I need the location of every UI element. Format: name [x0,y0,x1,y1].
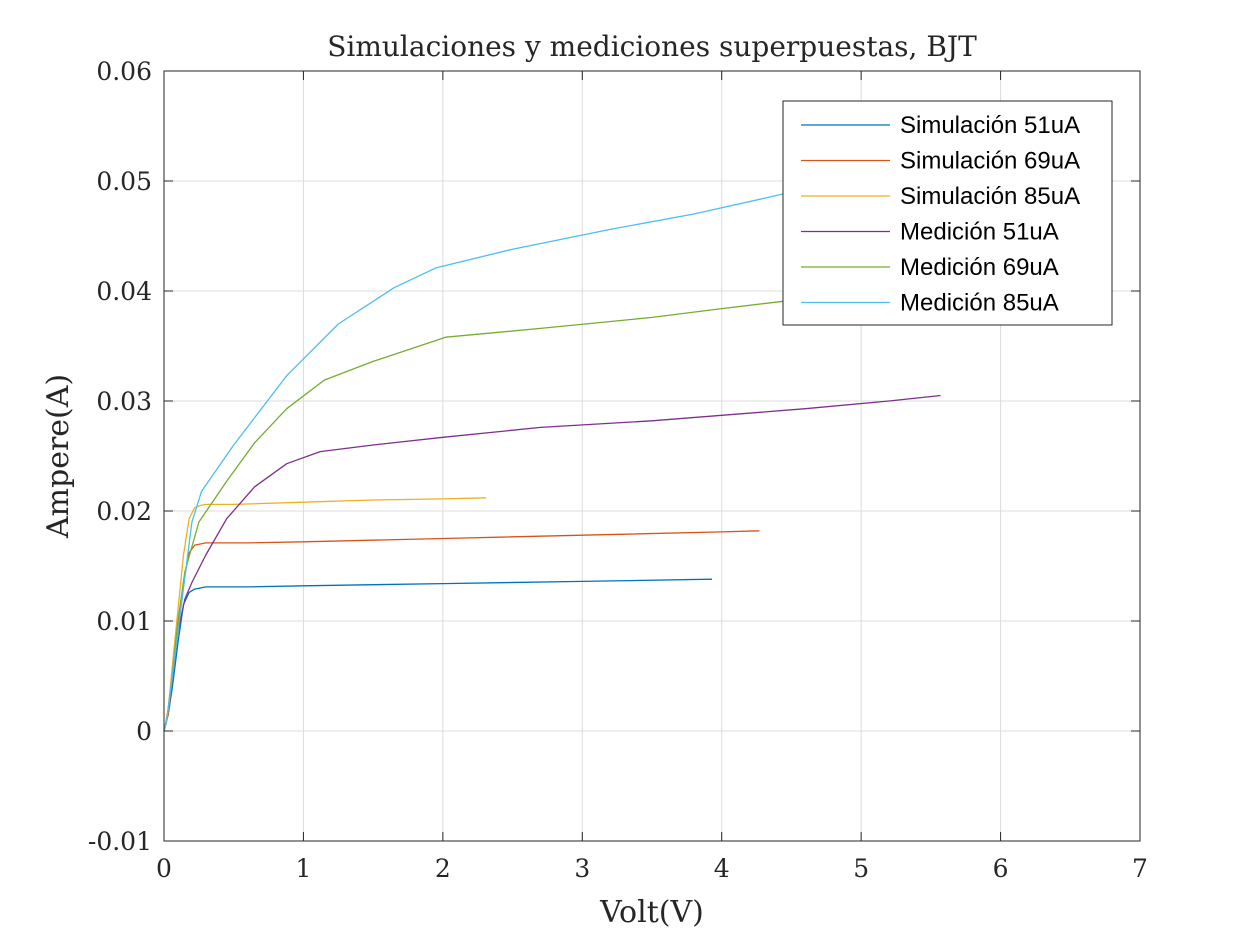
legend-label: Medición 85uA [900,290,1059,317]
x-tick-label: 7 [1132,854,1148,883]
x-tick-label: 3 [574,854,590,883]
y-tick-label: 0 [136,717,152,746]
x-tick-labels: 0 1 2 3 4 5 6 7 [156,854,1148,883]
legend-label: Medición 69uA [900,254,1059,281]
series-line-1 [163,578,713,732]
y-tick-label: 0.05 [96,167,152,196]
chart-title: Simulaciones y mediciones superpuestas, … [327,30,977,63]
x-tick-label: 4 [714,854,730,883]
y-tick-label: 0.06 [96,57,152,86]
series-line-6 [163,158,941,732]
x-axis-label: Volt(V) [599,895,704,930]
y-tick-labels: -0.01 0 0.01 0.02 0.03 0.04 0.05 0.06 [88,57,152,856]
series-line-3 [163,497,487,732]
x-tick-label: 1 [295,854,311,883]
y-tick-label: 0.04 [96,277,152,306]
y-axis-label: Ampere(A) [41,374,76,539]
y-tick-label: 0.03 [96,387,152,416]
y-tick-label: 0.02 [96,497,152,526]
series-lines [163,158,941,732]
legend-label: Simulación 51uA [900,112,1080,139]
legend-label: Medición 51uA [900,219,1059,246]
x-tick-label: 6 [993,854,1009,883]
legend-label: Simulación 69uA [900,148,1080,175]
y-tick-label: 0.01 [96,607,152,636]
legend-box [782,100,1113,326]
axis-ticks [163,70,1141,842]
x-tick-label: 5 [853,854,869,883]
x-tick-label: 0 [156,854,172,883]
plot-frame [163,70,1141,842]
legend-label: Simulación 85uA [900,183,1080,210]
series-line-5 [163,279,941,732]
legend: Simulación 51uA Simulación 69uA Simulación… [782,100,1113,326]
x-tick-label: 2 [435,854,451,883]
y-tick-label: -0.01 [88,827,152,856]
